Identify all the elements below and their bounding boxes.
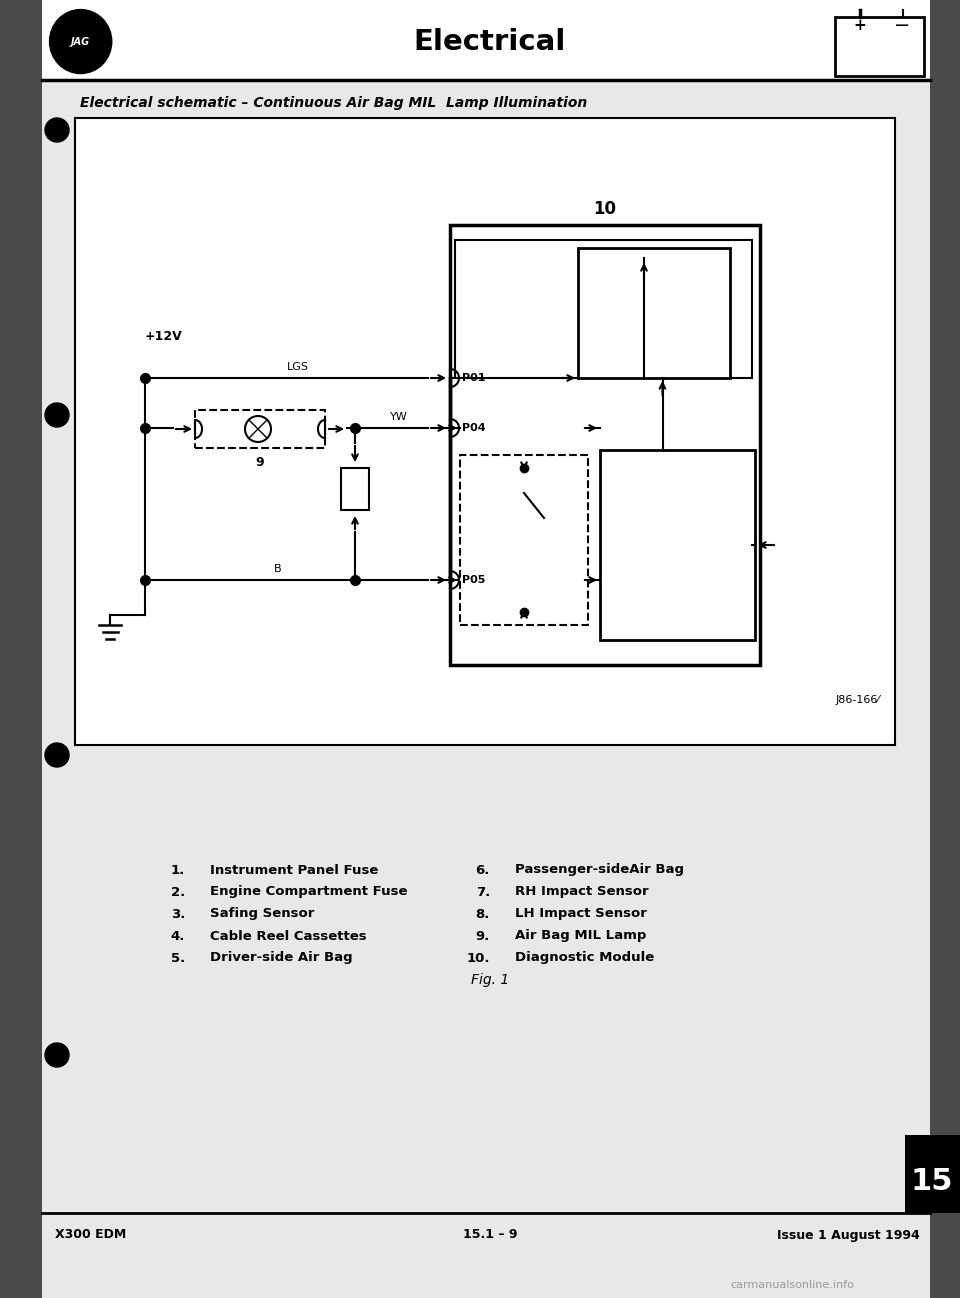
Bar [930,0,960,1298]
Text: Electrical schematic – Continuous Air Bag MIL  Lamp Illumination: Electrical schematic – Continuous Air Ba… [80,96,588,110]
Text: 8.: 8. [475,907,490,920]
Text: B: B [274,565,281,574]
Circle shape [45,1044,69,1067]
Text: Instrument Panel Fuse: Instrument Panel Fuse [210,863,378,876]
Text: 15.1 – 9: 15.1 – 9 [463,1228,517,1241]
Circle shape [245,415,271,443]
Text: Electrical: Electrical [414,29,566,56]
Text: +: + [853,18,867,32]
Bar [195,410,325,448]
Text: P04: P04 [462,423,486,434]
Text: 10: 10 [593,200,616,218]
Ellipse shape [50,9,111,74]
Text: 2.: 2. [171,885,185,898]
Text: Air Bag MIL Lamp: Air Bag MIL Lamp [515,929,646,942]
Text: −: − [895,16,911,35]
Text: Cable Reel Cassettes: Cable Reel Cassettes [210,929,367,942]
Circle shape [45,402,69,427]
Text: 9.: 9. [476,929,490,942]
Bar [0,0,42,1298]
Text: YW: YW [390,411,407,422]
Text: LGS: LGS [286,362,308,373]
Circle shape [45,742,69,767]
Text: 10.: 10. [467,951,490,964]
Text: Driver-side Air Bag: Driver-side Air Bag [210,951,352,964]
Circle shape [45,118,69,141]
Text: 5.: 5. [171,951,185,964]
Text: 6.: 6. [475,863,490,876]
Bar [42,0,930,82]
Text: Passenger-sideAir Bag: Passenger-sideAir Bag [515,863,684,876]
Text: LH Impact Sensor: LH Impact Sensor [515,907,647,920]
Bar [450,225,760,665]
Bar [835,17,924,75]
Text: Engine Compartment Fuse: Engine Compartment Fuse [210,885,407,898]
Text: JAG: JAG [71,36,90,47]
Text: P05: P05 [462,575,486,585]
Text: X300 EDM: X300 EDM [55,1228,127,1241]
Text: +12V: +12V [145,330,182,343]
Text: Fig. 1: Fig. 1 [470,974,509,986]
Text: carmanualsonline.info: carmanualsonline.info [730,1280,853,1290]
Text: Issue 1 August 1994: Issue 1 August 1994 [778,1228,920,1241]
Text: P01: P01 [462,373,486,383]
Text: 1.: 1. [171,863,185,876]
Text: 9: 9 [255,456,264,469]
Bar [905,1134,960,1214]
Bar [460,456,588,626]
Text: 4.: 4. [171,929,185,942]
Bar [341,469,369,510]
Bar [578,248,730,378]
Bar [600,450,755,640]
Text: 7.: 7. [476,885,490,898]
Text: Diagnostic Module: Diagnostic Module [515,951,655,964]
Text: J86-166⁄: J86-166⁄ [836,694,880,705]
Text: Safing Sensor: Safing Sensor [210,907,314,920]
Text: RH Impact Sensor: RH Impact Sensor [515,885,649,898]
Text: 15: 15 [911,1167,953,1197]
Bar [75,118,895,745]
Text: 3.: 3. [171,907,185,920]
